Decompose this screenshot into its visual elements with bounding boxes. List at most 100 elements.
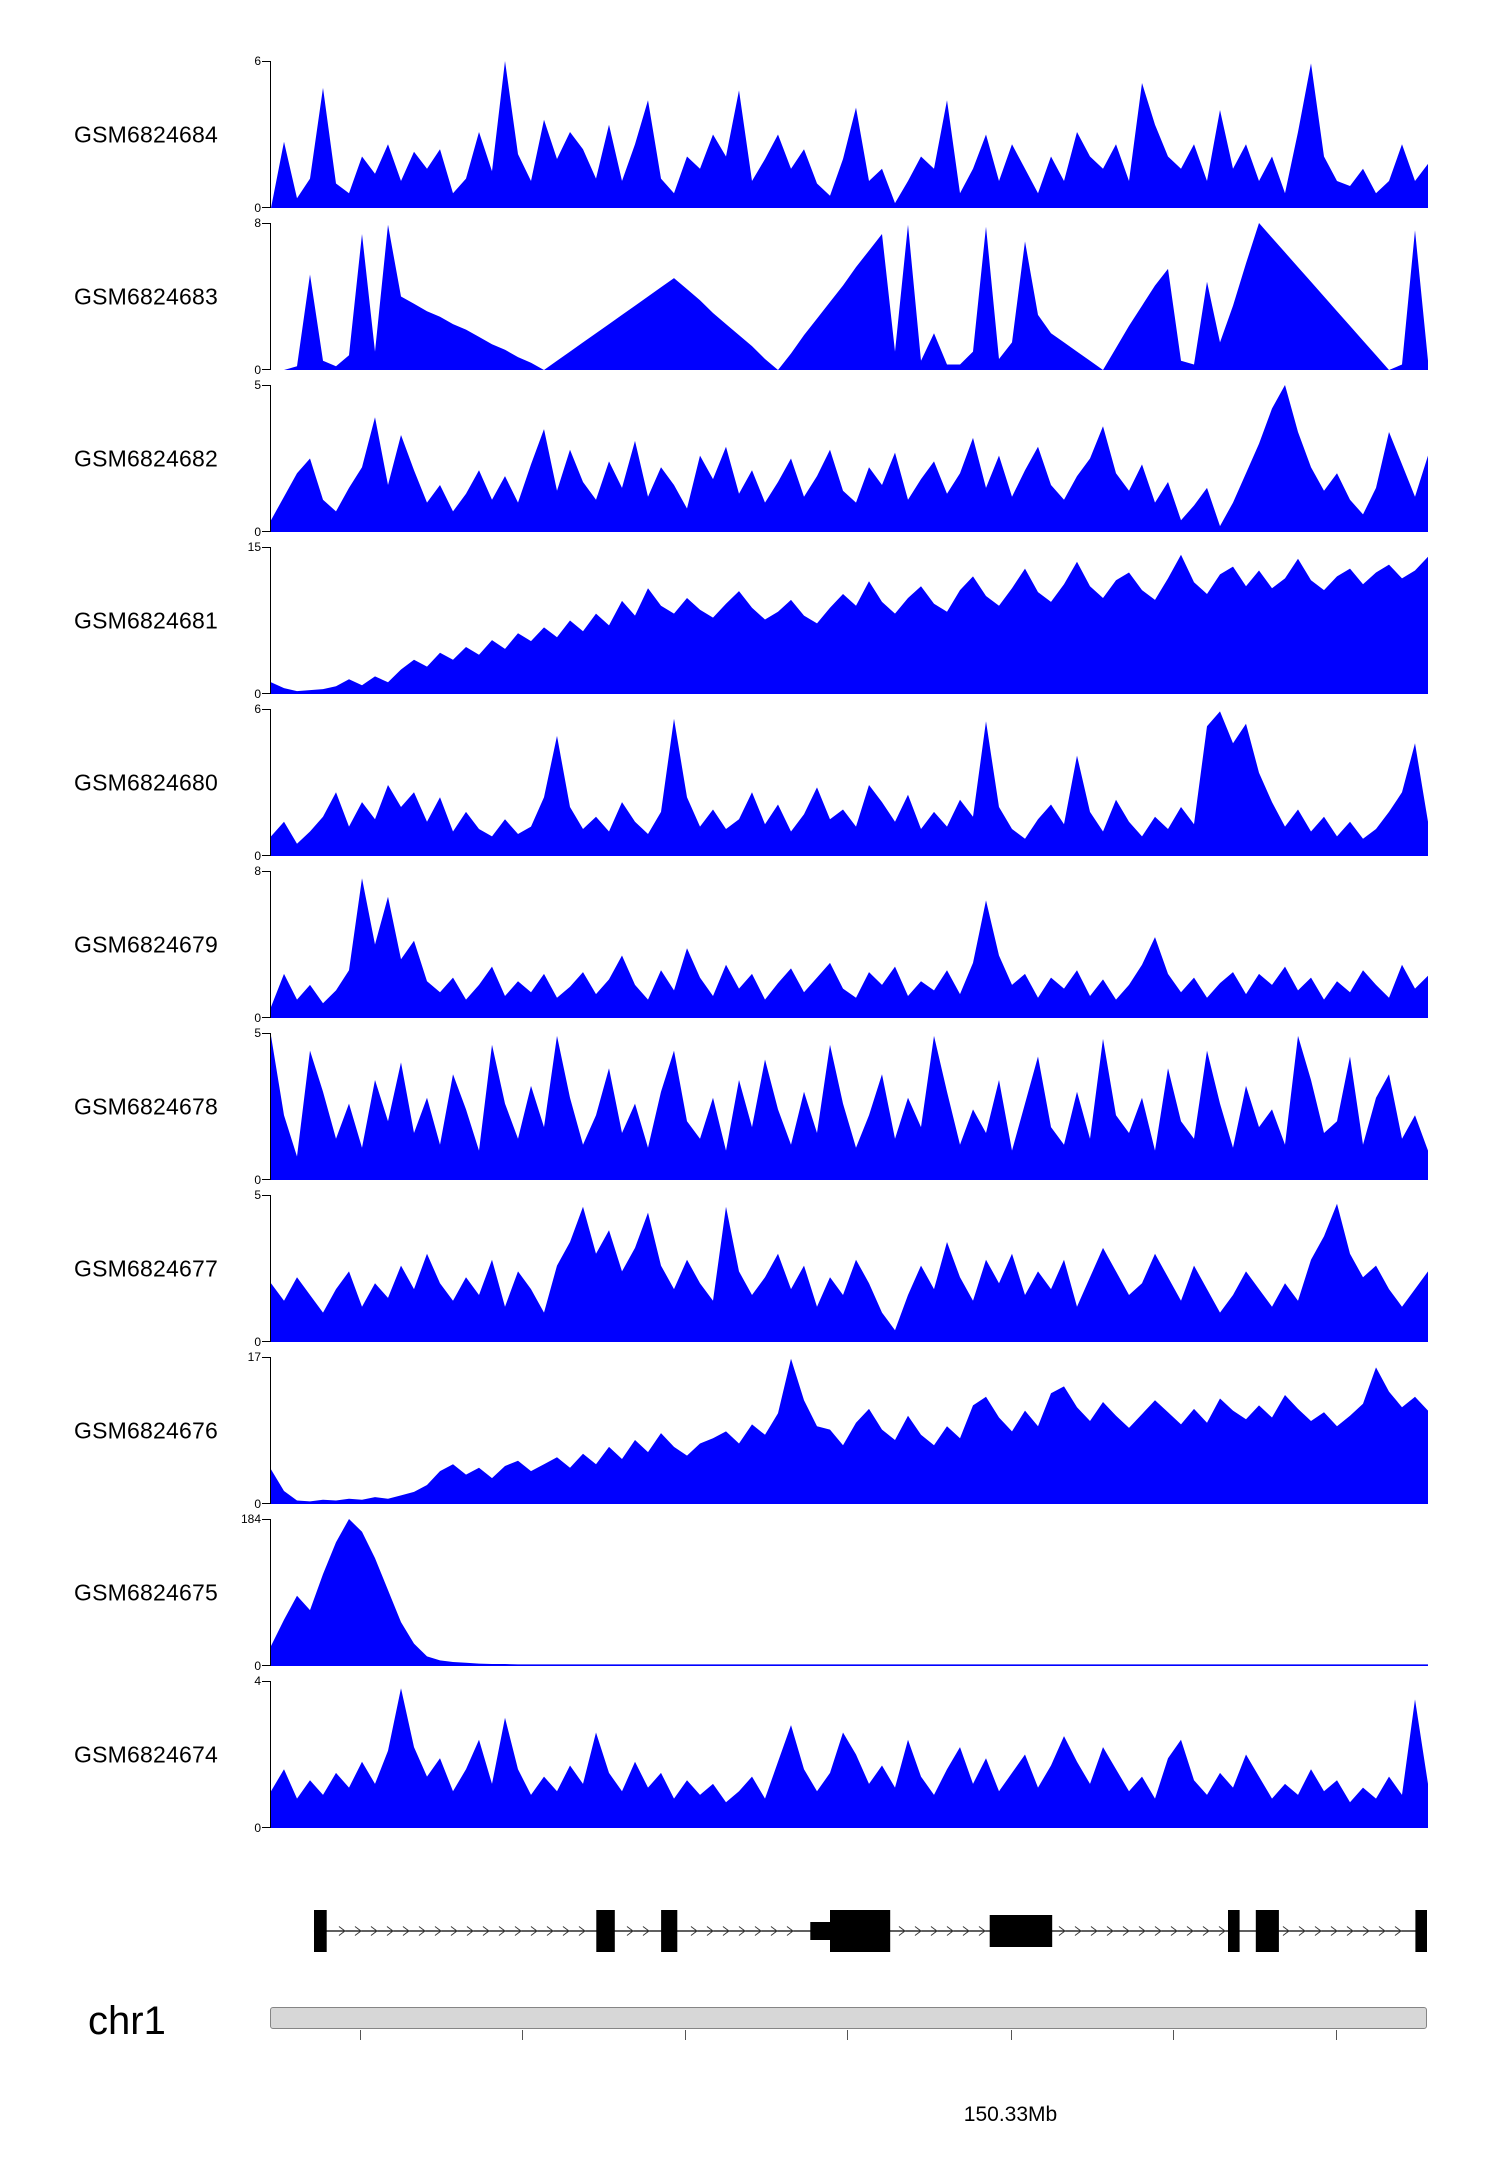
y-max-label: 5 xyxy=(254,378,261,392)
y-max-label: 15 xyxy=(247,540,261,554)
exon-rect xyxy=(1415,1910,1427,1952)
coverage-area-svg xyxy=(271,1358,1428,1504)
track-plot: 5 0 xyxy=(254,1027,1428,1186)
exon-rect xyxy=(810,1922,830,1940)
strand-arrow-icon xyxy=(1058,1926,1066,1936)
strand-arrow-icon xyxy=(1154,1926,1162,1936)
y-axis-zero-tick xyxy=(262,693,270,694)
y-axis-top-tick xyxy=(262,223,270,224)
track-label: GSM6824681 xyxy=(74,607,218,633)
y-axis-top-tick xyxy=(262,1357,270,1358)
strand-arrow-icon xyxy=(450,1926,458,1936)
coverage-area xyxy=(271,554,1428,694)
coverage-area-svg xyxy=(271,878,1428,1018)
strand-arrow-icon xyxy=(690,1926,698,1936)
chromosome-label: chr1 xyxy=(88,1999,166,2043)
strand-arrow-icon xyxy=(338,1926,346,1936)
strand-arrow-icon xyxy=(418,1926,426,1936)
y-max-label: 8 xyxy=(254,216,261,230)
strand-arrow-icon xyxy=(386,1926,394,1936)
chromosome-bar xyxy=(270,2007,1427,2029)
strand-arrow-icon xyxy=(754,1926,762,1936)
y-max-label: 6 xyxy=(254,702,261,716)
strand-arrow-icon xyxy=(466,1926,474,1936)
coverage-track: GSM6824675 184 0 xyxy=(0,1513,1500,1672)
y-zero-label: 0 xyxy=(254,525,261,539)
ruler-tick xyxy=(685,2030,687,2040)
strand-arrow-icon xyxy=(1074,1926,1082,1936)
exon-rect xyxy=(1228,1910,1240,1952)
track-plot: 8 0 xyxy=(254,865,1428,1024)
coverage-track: GSM6824684 6 0 xyxy=(0,55,1500,214)
ruler-tick xyxy=(360,2030,362,2040)
y-axis-top-tick xyxy=(262,1519,270,1520)
y-axis-top-tick xyxy=(262,385,270,386)
strand-arrow-icon xyxy=(562,1926,570,1936)
track-label: GSM6824675 xyxy=(74,1579,218,1605)
position-label: 150.33Mb xyxy=(963,2103,1058,2126)
y-zero-label: 0 xyxy=(254,1497,261,1511)
coverage-track: GSM6824676 17 0 xyxy=(0,1351,1500,1510)
ruler-tick xyxy=(1010,2030,1012,2040)
strand-arrow-icon xyxy=(578,1926,586,1936)
coverage-area-svg xyxy=(271,554,1428,694)
coverage-area-svg xyxy=(271,385,1428,532)
coverage-track: GSM6824680 6 0 xyxy=(0,703,1500,862)
y-zero-label: 0 xyxy=(254,1011,261,1025)
coverage-area xyxy=(271,385,1428,532)
coverage-track: GSM6824674 4 0 xyxy=(0,1675,1500,1834)
strand-arrow-icon xyxy=(770,1926,778,1936)
y-axis-zero-tick xyxy=(262,1827,270,1828)
strand-arrow-icon xyxy=(946,1926,954,1936)
coverage-area xyxy=(271,711,1428,856)
track-label: GSM6824683 xyxy=(74,283,218,309)
ruler-tick xyxy=(847,2030,849,2040)
coverage-track: GSM6824682 5 0 xyxy=(0,379,1500,538)
strand-arrow-icon xyxy=(786,1926,794,1936)
y-max-label: 17 xyxy=(247,1350,261,1364)
y-max-label: 8 xyxy=(254,864,261,878)
track-plot: 15 0 xyxy=(248,541,1428,700)
track-plot: 184 0 xyxy=(241,1513,1428,1672)
strand-arrow-icon xyxy=(642,1926,650,1936)
track-plot: 6 0 xyxy=(254,55,1428,214)
gene-model-track xyxy=(270,1899,1427,1963)
track-plot: 17 0 xyxy=(248,1351,1428,1510)
y-axis-zero-tick xyxy=(262,1503,270,1504)
y-axis-zero-tick xyxy=(262,855,270,856)
coverage-area-svg xyxy=(271,1688,1428,1828)
strand-arrow-icon xyxy=(1330,1926,1338,1936)
strand-arrow-icon xyxy=(1122,1926,1130,1936)
coverage-area-svg xyxy=(271,711,1428,856)
y-zero-label: 0 xyxy=(254,1335,261,1349)
strand-arrow-icon xyxy=(738,1926,746,1936)
strand-arrow-icon xyxy=(530,1926,538,1936)
strand-arrow-icon xyxy=(962,1926,970,1936)
y-max-label: 4 xyxy=(254,1674,261,1688)
track-label: GSM6824682 xyxy=(74,445,218,471)
y-max-label: 5 xyxy=(254,1188,261,1202)
strand-arrow-icon xyxy=(402,1926,410,1936)
track-label: GSM6824674 xyxy=(74,1741,218,1767)
y-axis-top-tick xyxy=(262,1195,270,1196)
coverage-area xyxy=(271,223,1428,370)
track-plot: 8 0 xyxy=(254,217,1428,376)
y-axis-top-tick xyxy=(262,547,270,548)
chromosome-ruler: chr1 150.33Mb xyxy=(0,1999,1500,2167)
coverage-area-svg xyxy=(271,1519,1428,1666)
strand-arrow-icon xyxy=(1090,1926,1098,1936)
y-max-label: 184 xyxy=(240,1512,261,1526)
y-axis-zero-tick xyxy=(262,1179,270,1180)
strand-arrow-icon xyxy=(1362,1926,1370,1936)
y-axis-top-tick xyxy=(262,709,270,710)
track-label: GSM6824684 xyxy=(74,121,218,147)
strand-arrow-icon xyxy=(370,1926,378,1936)
coverage-area-svg xyxy=(271,61,1428,208)
coverage-track: GSM6824678 5 0 xyxy=(0,1027,1500,1186)
strand-arrow-icon xyxy=(434,1926,442,1936)
track-plot: 4 0 xyxy=(254,1675,1428,1834)
y-axis-top-tick xyxy=(262,1033,270,1034)
exon-rect xyxy=(830,1910,891,1952)
y-max-label: 6 xyxy=(254,54,261,68)
